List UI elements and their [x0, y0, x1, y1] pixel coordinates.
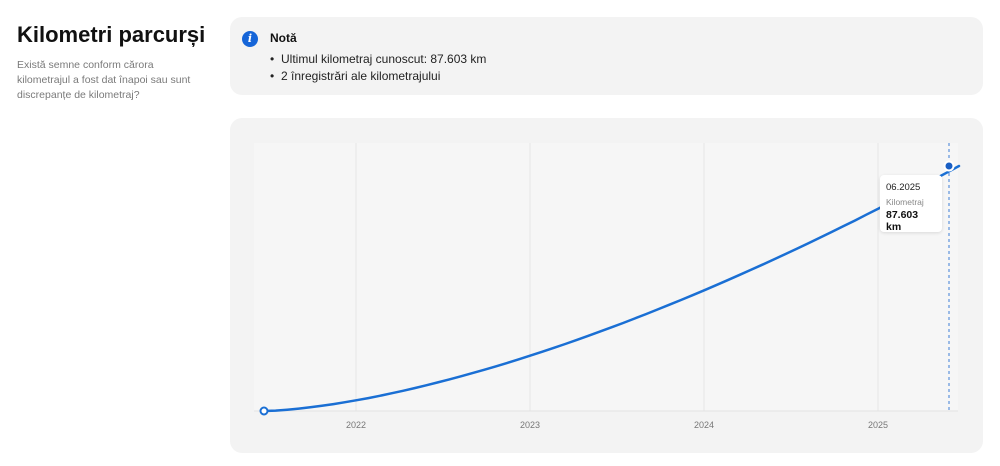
note-item-last-mileage: Ultimul kilometraj cunoscut: 87.603 km: [270, 51, 486, 68]
mileage-line: [262, 164, 961, 413]
x-tick-label-2025: 2025: [868, 420, 888, 430]
mileage-chart[interactable]: 2022 2023 2024 2025: [230, 118, 983, 453]
section-description: Există semne conform cărora kilometrajul…: [17, 59, 191, 101]
info-icon: i: [242, 31, 258, 47]
note-item-record-count: 2 înregistrări ale kilometrajului: [270, 68, 486, 85]
mileage-chart-card: 2022 2023 2024 2025: [230, 118, 983, 453]
tooltip-date: 06.2025: [886, 182, 921, 193]
data-point-first: [259, 406, 269, 416]
x-tick-label-2022: 2022: [346, 420, 366, 430]
tooltip-value: 87.603 km: [886, 209, 919, 233]
chart-tooltip: 06.2025 Kilometraj 87.603 km: [880, 175, 942, 233]
section-title: Kilometri parcurși: [17, 22, 206, 47]
note-box: i Notă Ultimul kilometraj cunoscut: 87.6…: [230, 17, 983, 95]
plot-area: [254, 143, 958, 411]
x-tick-label-2023: 2023: [520, 420, 540, 430]
x-tick-label-2024: 2024: [694, 420, 714, 430]
tooltip-label: Kilometraj: [886, 197, 924, 207]
note-title: Notă: [270, 31, 297, 45]
data-point-last[interactable]: [943, 160, 955, 172]
note-list: Ultimul kilometraj cunoscut: 87.603 km 2…: [270, 51, 486, 85]
mileage-section-header: Kilometri parcurși Există semne conform …: [17, 20, 207, 103]
